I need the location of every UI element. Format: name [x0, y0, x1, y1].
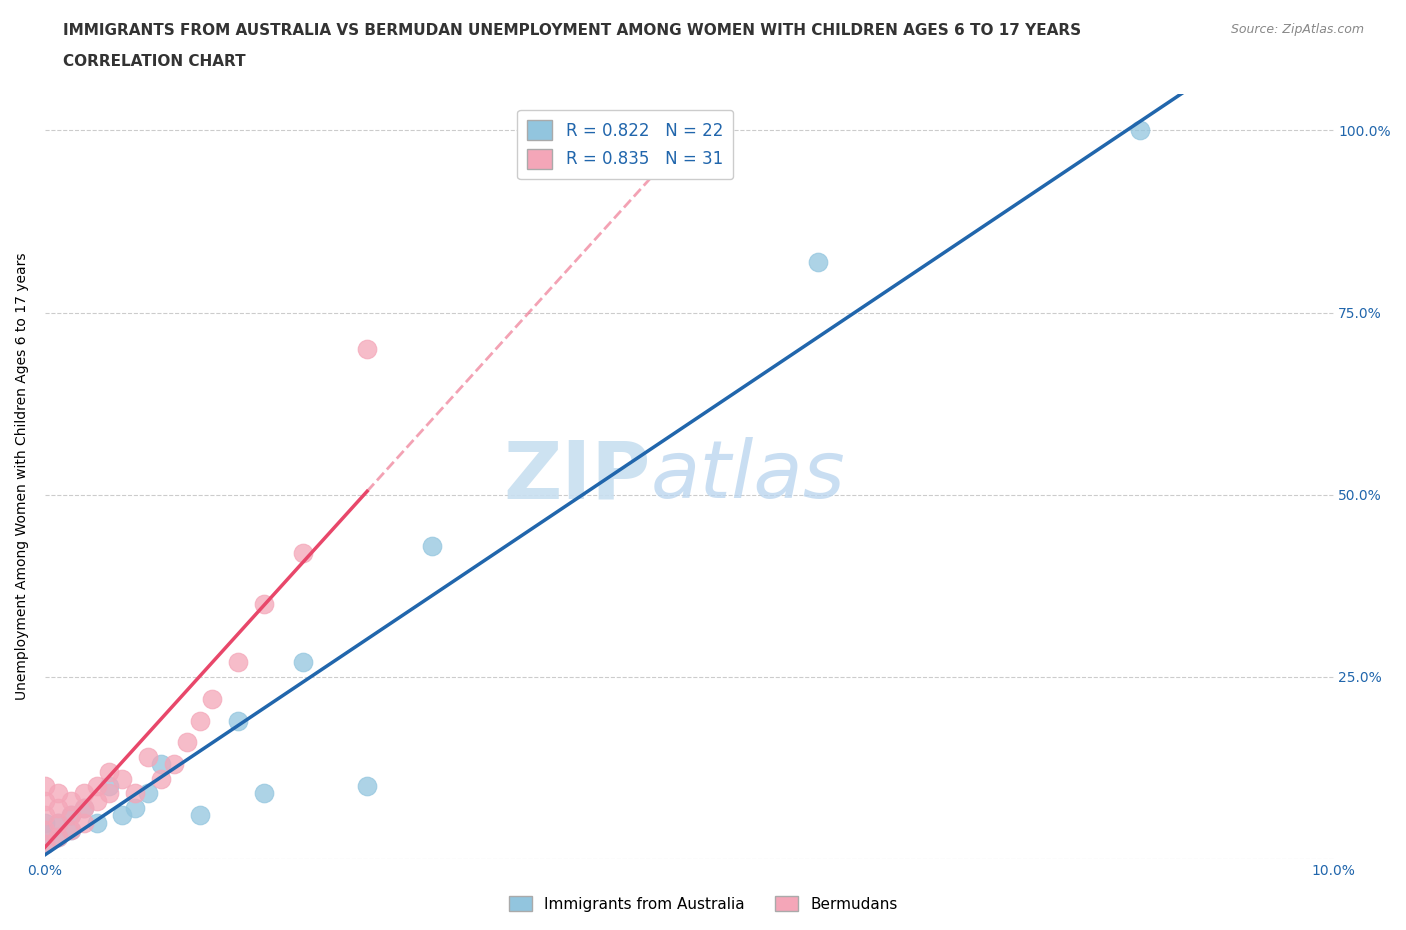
Point — [136, 786, 159, 801]
Point — [201, 691, 224, 706]
Point — [72, 801, 94, 816]
Point — [34, 778, 56, 793]
Point — [149, 757, 172, 772]
Point — [59, 808, 82, 823]
Point — [34, 822, 56, 837]
Point — [46, 815, 69, 830]
Point — [124, 786, 146, 801]
Point — [98, 764, 121, 779]
Point — [253, 786, 276, 801]
Point — [98, 778, 121, 793]
Point — [356, 778, 378, 793]
Text: IMMIGRANTS FROM AUSTRALIA VS BERMUDAN UNEMPLOYMENT AMONG WOMEN WITH CHILDREN AGE: IMMIGRANTS FROM AUSTRALIA VS BERMUDAN UN… — [63, 23, 1081, 38]
Text: ZIP: ZIP — [503, 437, 651, 515]
Point — [34, 822, 56, 837]
Text: CORRELATION CHART: CORRELATION CHART — [63, 54, 246, 69]
Text: atlas: atlas — [651, 437, 845, 515]
Point — [253, 596, 276, 611]
Point — [98, 786, 121, 801]
Point — [46, 815, 69, 830]
Point — [59, 793, 82, 808]
Point — [86, 815, 108, 830]
Point — [86, 778, 108, 793]
Point — [46, 830, 69, 844]
Point — [72, 786, 94, 801]
Point — [86, 793, 108, 808]
Point — [46, 830, 69, 844]
Point — [34, 837, 56, 852]
Point — [163, 757, 186, 772]
Y-axis label: Unemployment Among Women with Children Ages 6 to 17 years: Unemployment Among Women with Children A… — [15, 253, 30, 700]
Point — [136, 750, 159, 764]
Point — [149, 771, 172, 786]
Point — [46, 786, 69, 801]
Point — [226, 655, 249, 670]
Point — [176, 735, 198, 750]
Point — [59, 822, 82, 837]
Point — [188, 808, 211, 823]
Point — [59, 808, 82, 823]
Point — [72, 801, 94, 816]
Point — [34, 837, 56, 852]
Point — [1129, 123, 1152, 138]
Point — [226, 713, 249, 728]
Point — [188, 713, 211, 728]
Point — [356, 341, 378, 356]
Point — [46, 801, 69, 816]
Point — [72, 815, 94, 830]
Point — [807, 254, 830, 269]
Point — [291, 546, 314, 561]
Legend: Immigrants from Australia, Bermudans: Immigrants from Australia, Bermudans — [502, 889, 904, 918]
Point — [111, 808, 134, 823]
Legend: R = 0.822   N = 22, R = 0.835   N = 31: R = 0.822 N = 22, R = 0.835 N = 31 — [517, 110, 733, 179]
Point — [34, 815, 56, 830]
Point — [420, 538, 443, 553]
Point — [34, 808, 56, 823]
Point — [59, 822, 82, 837]
Point — [291, 655, 314, 670]
Text: Source: ZipAtlas.com: Source: ZipAtlas.com — [1230, 23, 1364, 36]
Point — [111, 771, 134, 786]
Point — [34, 793, 56, 808]
Point — [124, 801, 146, 816]
